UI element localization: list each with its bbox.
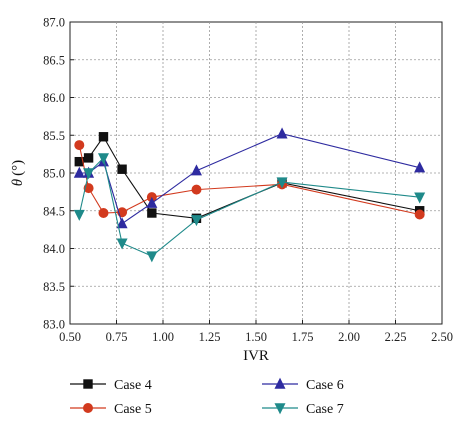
case-4-point <box>147 208 157 218</box>
x-tick-label: 2.25 <box>385 330 407 344</box>
legend-item-case-5: Case 5 <box>70 402 152 417</box>
case-6-point <box>276 127 288 139</box>
grid <box>70 22 442 324</box>
legend: Case 4 Case 5 Case 6 Case 7 <box>70 377 344 417</box>
x-tick-label: 2.50 <box>431 330 453 344</box>
data-series <box>73 127 426 263</box>
y-tick-label: 86.5 <box>43 53 65 67</box>
legend-marker <box>274 403 286 415</box>
case-7-point <box>190 215 202 227</box>
legend-marker <box>274 377 286 389</box>
y-tick-label: 86.0 <box>43 91 65 105</box>
y-axis-title: θ (°) <box>10 160 26 186</box>
y-tick-label: 84.0 <box>43 242 65 256</box>
case-7-point <box>116 238 128 250</box>
case-4-point <box>98 132 109 142</box>
legend-label: Case 4 <box>114 378 152 393</box>
case-7-point <box>97 153 109 165</box>
case-6-point <box>146 196 158 208</box>
x-tick-label: 0.50 <box>59 330 81 344</box>
case-6-point <box>414 161 426 173</box>
legend-label: Case 5 <box>114 402 152 417</box>
y-tick-label: 84.5 <box>43 204 65 218</box>
legend-marker <box>83 403 93 413</box>
y-tick-label: 85.0 <box>43 167 65 181</box>
case-6-point <box>190 164 202 176</box>
x-axis-title: IVR <box>243 348 269 364</box>
axis-ticks: 0.50 0.75 1.00 1.25 1.50 1.75 2.00 2.25 2.50 83.0… <box>43 16 453 345</box>
case-7-point <box>146 251 158 263</box>
case-7-point <box>414 192 426 204</box>
case-6-point <box>116 217 128 229</box>
y-tick-label: 83.5 <box>43 280 65 294</box>
x-tick-label: 2.00 <box>338 330 360 344</box>
x-tick-label: 1.75 <box>292 330 314 344</box>
legend-marker <box>83 379 93 389</box>
legend-label: Case 6 <box>306 378 344 393</box>
legend-label: Case 7 <box>306 402 344 417</box>
case-7-series <box>73 153 426 263</box>
legend-item-case-7: Case 7 <box>262 402 344 417</box>
y-tick-label: 83.0 <box>43 318 65 332</box>
case-7-point <box>73 209 85 221</box>
y-axis-symbol: θ <box>10 178 26 186</box>
case-6-point <box>73 166 85 178</box>
case-7-point <box>276 177 288 189</box>
legend-item-case-6: Case 6 <box>262 377 344 393</box>
x-tick-label: 1.00 <box>152 330 174 344</box>
case-5-point <box>191 184 202 195</box>
x-tick-label: 1.25 <box>199 330 221 344</box>
case-7-point <box>83 168 95 180</box>
case-5-point <box>98 208 109 219</box>
y-tick-label: 87.0 <box>43 16 65 30</box>
y-axis-unit: (°) <box>10 160 26 176</box>
case-5-point <box>414 209 425 220</box>
case-4-point <box>74 156 84 167</box>
case-5-point <box>83 183 94 194</box>
y-tick-label: 85.5 <box>43 129 65 143</box>
x-tick-label: 1.50 <box>245 330 267 344</box>
case-5-point <box>74 140 85 151</box>
x-tick-label: 0.75 <box>106 330 128 344</box>
case-4-point <box>83 153 94 163</box>
case-4-point <box>117 164 127 174</box>
legend-item-case-4: Case 4 <box>70 378 152 393</box>
